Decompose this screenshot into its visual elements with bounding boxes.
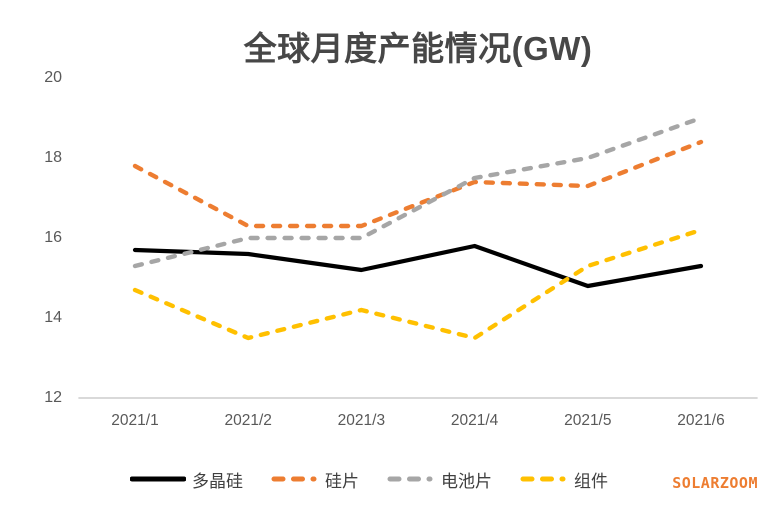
legend-item-硅片: 硅片 [269,467,359,492]
y-tick-label: 12 [44,389,62,406]
legend-item-多晶硅: 多晶硅 [130,467,243,492]
x-tick-label: 2021/1 [111,412,159,429]
chart-title: 全球月度产能情况(GW) [243,30,593,67]
y-tick-label: 20 [44,69,62,86]
legend-item-组件: 组件 [518,467,608,492]
x-tick-label: 2021/5 [564,412,612,429]
legend-label: 多晶硅 [192,471,243,491]
series-line-多晶硅 [132,243,704,289]
legend-line-sample [130,476,186,482]
x-tick-label: 2021/4 [450,412,499,429]
legend-line-sample [520,476,566,482]
legend-label: 电池片 [441,471,492,491]
y-tick-label: 16 [44,229,62,246]
legend-label: 组件 [574,471,608,491]
legend-label: 硅片 [325,471,359,491]
legend-line-sample [387,476,433,482]
x-tick-label: 2021/3 [337,412,386,429]
chart-legend: 多晶硅 硅片 电池片 组件 [130,466,608,492]
series-line-组件 [132,227,704,341]
y-tick-label: 14 [44,309,62,326]
x-tick-label: 2021/2 [224,412,272,429]
series-line-电池片 [132,115,704,269]
series-line-硅片 [132,139,704,229]
y-tick-label: 18 [44,149,62,166]
x-tick-label: 2021/6 [677,412,725,429]
solarzoom-watermark: SOLARZOOM [672,474,758,492]
legend-item-电池片: 电池片 [385,467,492,492]
legend-line-sample [271,476,317,482]
